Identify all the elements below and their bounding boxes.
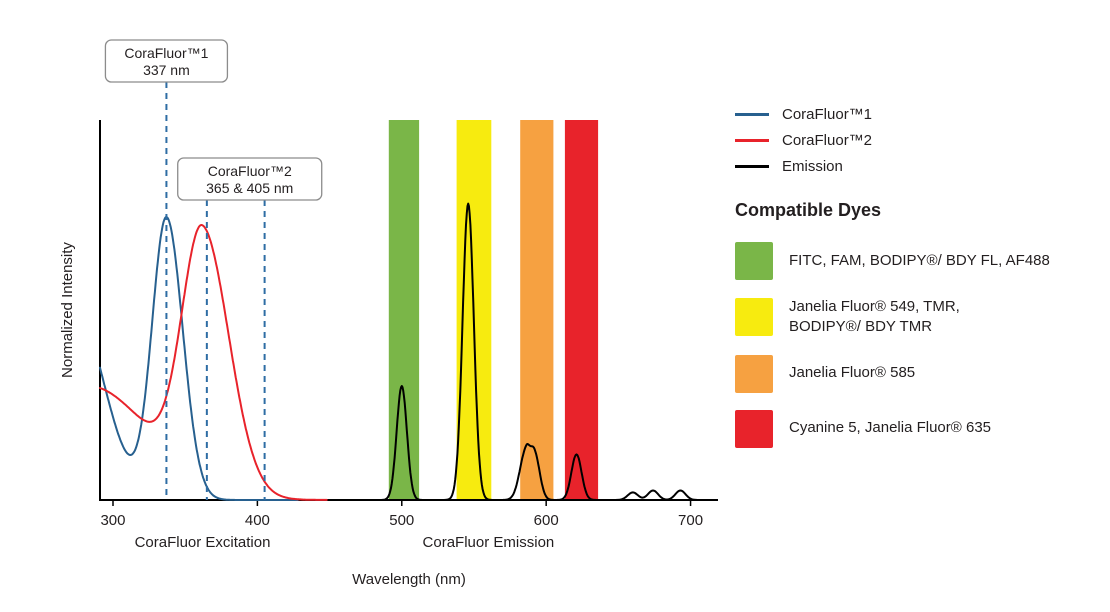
x-axis-title: Wavelength (nm)	[352, 571, 466, 588]
red-dye-swatch	[735, 409, 773, 448]
annotation-subtitle-1: 365 & 405 nm	[206, 180, 293, 196]
emission-line-swatch	[735, 165, 769, 168]
legend-item-emission: Emission	[735, 158, 1107, 175]
corafluor1-line-swatch	[735, 113, 769, 116]
annotation-box-0	[104, 39, 229, 83]
legend-item-label: CoraFluor™2	[782, 132, 873, 149]
corafluor2-line-swatch	[735, 139, 769, 142]
y-axis-title: Normalized Intensity	[59, 242, 76, 378]
x-tick-label: 300	[100, 512, 125, 529]
green-dye-swatch	[735, 242, 773, 280]
x-tick-label: 600	[534, 512, 559, 529]
axis-section-label-1: CoraFluor Emission	[423, 534, 555, 551]
dye-item-red: Cyanine 5, Janelia Fluor® 635	[735, 409, 1107, 448]
compatible-dyes-title: Compatible Dyes	[735, 200, 882, 220]
x-tick-label: 400	[245, 512, 270, 529]
x-tick-label: 700	[678, 512, 703, 529]
dye-label: Cyanine 5, Janelia Fluor® 635	[789, 419, 992, 437]
dye-label: Janelia Fluor® 585	[789, 364, 916, 382]
legend-and-dyes-panel: CoraFluor™1 CoraFluor™2 Emission Compati…	[735, 106, 1107, 465]
dye-band-3	[564, 120, 599, 500]
spectra-chart: 300 400 500 600 700 CoraFluor Excitation CoraF…	[59, 39, 718, 588]
dye-label: Janelia Fluor® 549, TMR, BODIPY®/ BDY TM…	[789, 298, 960, 336]
annotation-title-0: CoraFluor™1	[124, 45, 208, 61]
series-curve-2	[335, 202, 718, 501]
dye-label: FITC, FAM, BODIPY®/ BDY FL, AF488	[789, 251, 1050, 269]
series-curve-1	[99, 224, 328, 501]
annotation-title-1: CoraFluor™2	[208, 163, 292, 179]
annotation-subtitle-0: 337 nm	[143, 62, 190, 78]
dye-item-yellow: Janelia Fluor® 549, TMR, BODIPY®/ BDY TM…	[735, 297, 1107, 338]
annotation-box-1	[177, 157, 323, 201]
dye-band-0	[388, 120, 420, 500]
orange-dye-swatch	[735, 354, 773, 393]
axis-section-label-0: CoraFluor Excitation	[135, 534, 271, 551]
yellow-dye-swatch	[735, 298, 773, 337]
legend-item-corafluor1: CoraFluor™1	[735, 106, 1107, 123]
legend-item-label: CoraFluor™1	[782, 106, 873, 123]
legend-item-corafluor2: CoraFluor™2	[735, 132, 1107, 149]
dye-item-green: FITC, FAM, BODIPY®/ BDY FL, AF488	[735, 242, 1107, 280]
series-curve-0	[99, 216, 299, 501]
legend-item-label: Emission	[782, 158, 843, 175]
dye-band-2	[520, 120, 554, 500]
legend: CoraFluor™1 CoraFluor™2 Emission	[735, 106, 1107, 175]
dye-item-orange: Janelia Fluor® 585	[735, 354, 1107, 393]
x-tick-label: 500	[389, 512, 414, 529]
